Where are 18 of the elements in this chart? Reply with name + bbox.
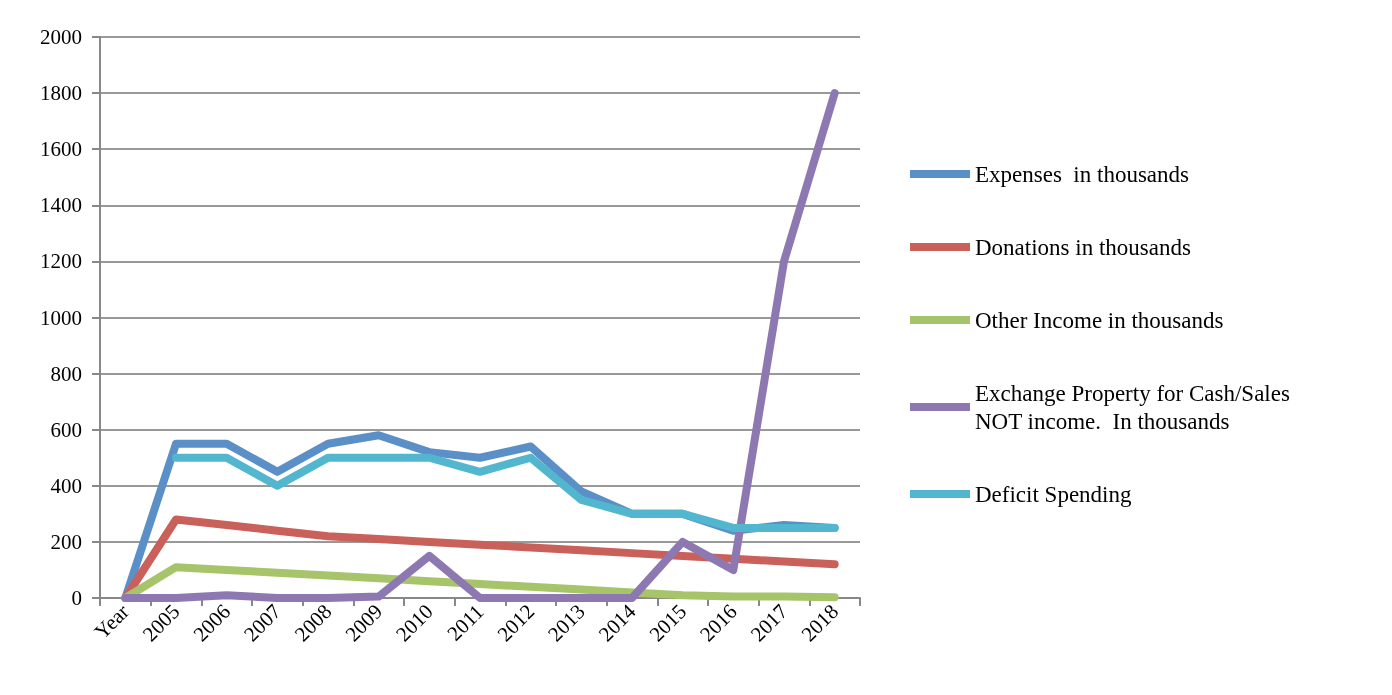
x-tick-label: 2011 xyxy=(442,599,489,646)
y-tick-label: 800 xyxy=(50,361,82,386)
y-tick-label: 600 xyxy=(50,417,82,442)
y-tick-label: 1600 xyxy=(40,137,82,162)
y-tick-label: 200 xyxy=(50,529,82,554)
legend-label: Other Income in thousands xyxy=(975,307,1224,333)
legend-label: Deficit Spending xyxy=(975,481,1132,507)
legend-label: Expenses in thousands xyxy=(975,161,1190,187)
y-tick-label: 1400 xyxy=(40,193,82,218)
x-tick-label: Year xyxy=(89,599,134,644)
y-tick-label: 400 xyxy=(50,473,82,498)
y-tick-label: 1000 xyxy=(40,305,82,330)
y-tick-label: 0 xyxy=(71,586,82,610)
y-tick-label: 1800 xyxy=(40,81,82,106)
legend-label: Donations in thousands xyxy=(975,234,1191,260)
y-tick-label: 1200 xyxy=(40,249,82,274)
legend-label: Exchange Property for Cash/Sales NOT income. In thousands xyxy=(975,380,1296,434)
y-tick-label: 2000 xyxy=(40,25,82,49)
